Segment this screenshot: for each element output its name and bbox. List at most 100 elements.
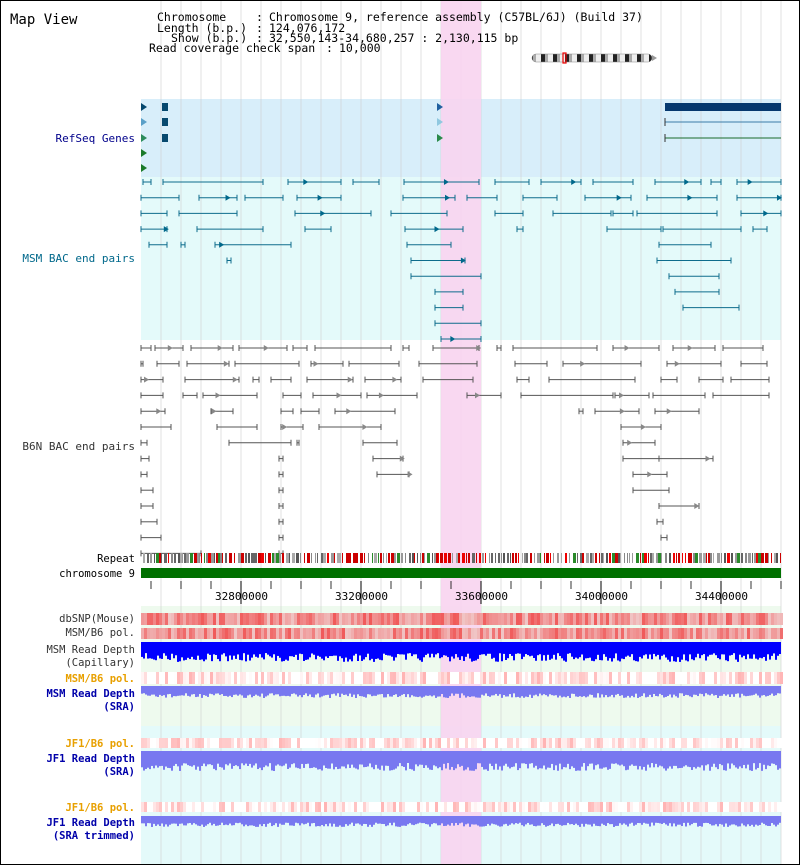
repeat-element xyxy=(754,553,756,563)
depth-bar xyxy=(633,751,635,766)
depth-bar xyxy=(517,642,519,654)
refseq-genes-track[interactable] xyxy=(141,103,781,172)
depth-bar xyxy=(561,642,563,659)
polymorphism-cell xyxy=(141,672,144,684)
depth-bar xyxy=(625,686,627,698)
polymorphism-cell xyxy=(450,672,453,684)
depth-bar xyxy=(685,642,687,661)
selected-region-highlight[interactable] xyxy=(441,1,481,864)
depth-bar xyxy=(295,751,297,768)
polymorphism-cell xyxy=(507,738,510,748)
depth-bar xyxy=(447,686,449,698)
depth-bar xyxy=(609,642,611,659)
depth-bar xyxy=(645,751,647,771)
position-axis: 32800000 33200000 33600000 34000000 34400000 xyxy=(150,581,782,604)
polymorphism-cell xyxy=(348,613,351,625)
repeat-element xyxy=(282,553,284,563)
depth-bar xyxy=(411,642,413,657)
depth-bar xyxy=(571,751,573,767)
polymorphism-cell xyxy=(333,672,336,684)
polymorphism-cell xyxy=(723,628,726,639)
polymorphism-cell xyxy=(684,738,687,748)
depth-bar xyxy=(401,686,403,695)
depth-bar xyxy=(537,816,539,826)
msm-bac-track[interactable] xyxy=(140,179,782,342)
repeat-element xyxy=(276,553,279,563)
polymorphism-cell xyxy=(567,802,570,812)
polymorphism-cell xyxy=(750,628,753,639)
b6n-bac-track[interactable] xyxy=(140,345,770,557)
polymorphism-cell xyxy=(531,738,534,748)
depth-bar xyxy=(183,642,185,661)
depth-bar xyxy=(757,686,759,696)
polymorphism-cell xyxy=(534,802,537,812)
polymorphism-cell xyxy=(588,672,591,684)
polymorphism-cell xyxy=(693,672,696,684)
polymorphism-cell xyxy=(396,613,399,625)
depth-bar xyxy=(151,686,153,695)
depth-bar xyxy=(163,751,165,770)
depth-bar xyxy=(755,642,757,659)
bac-end-arrow xyxy=(347,376,353,383)
polymorphism-cell xyxy=(351,802,354,812)
depth-bar xyxy=(457,686,459,694)
polymorphism-cell xyxy=(324,802,327,812)
depth-bar xyxy=(201,751,203,766)
depth-bar xyxy=(449,686,451,697)
bac-end-arrow xyxy=(616,194,622,201)
polymorphism-cell xyxy=(354,613,357,625)
depth-bar xyxy=(703,751,705,771)
depth-bar xyxy=(343,686,345,695)
depth-bar xyxy=(515,642,517,654)
depth-bar xyxy=(661,751,663,767)
depth-bar xyxy=(265,642,267,654)
depth-bar xyxy=(657,816,659,823)
polymorphism-cell xyxy=(456,613,459,625)
polymorphism-cell xyxy=(705,613,708,625)
repeat-element xyxy=(540,553,541,563)
length-value: 124,076,172 xyxy=(269,21,345,35)
polymorphism-tracks[interactable] xyxy=(141,613,783,812)
chromosome-bar[interactable] xyxy=(141,568,781,578)
depth-bar xyxy=(429,642,431,658)
depth-bar xyxy=(577,751,579,771)
polymorphism-cell xyxy=(453,802,456,812)
polymorphism-cell xyxy=(570,672,573,684)
depth-bar xyxy=(439,751,441,768)
bac-end-arrow xyxy=(627,439,633,446)
polymorphism-cell xyxy=(714,613,717,625)
depth-bar xyxy=(455,816,457,823)
depth-bar xyxy=(175,751,177,764)
depth-bar xyxy=(245,642,247,662)
gene-arrow xyxy=(141,149,147,157)
polymorphism-cell xyxy=(147,628,150,639)
polymorphism-cell xyxy=(264,628,267,639)
repeat-track[interactable] xyxy=(143,553,781,563)
polymorphism-cell xyxy=(420,802,423,812)
repeat-element xyxy=(342,553,343,563)
polymorphism-cell xyxy=(693,613,696,625)
depth-bar xyxy=(237,816,239,824)
depth-bar xyxy=(597,816,599,827)
chromosome-ideogram[interactable] xyxy=(531,52,657,64)
polymorphism-cell xyxy=(396,628,399,639)
depth-bar xyxy=(705,686,707,694)
polymorphism-cell xyxy=(735,628,738,639)
repeat-element xyxy=(159,553,162,563)
polymorphism-cell xyxy=(549,672,552,684)
depth-bar xyxy=(479,686,481,698)
polymorphism-cell xyxy=(519,802,522,812)
depth-bar xyxy=(361,751,363,765)
polymorphism-cell xyxy=(432,738,435,748)
depth-bar xyxy=(519,816,521,823)
polymorphism-cell xyxy=(303,628,306,639)
depth-bar xyxy=(143,816,145,824)
repeat-element xyxy=(727,553,730,563)
depth-bar xyxy=(263,642,265,660)
polymorphism-cell xyxy=(780,628,783,639)
depth-bar xyxy=(161,642,163,659)
read-depth-tracks[interactable] xyxy=(141,642,781,827)
polymorphism-cell xyxy=(495,672,498,684)
depth-bar xyxy=(197,751,199,767)
